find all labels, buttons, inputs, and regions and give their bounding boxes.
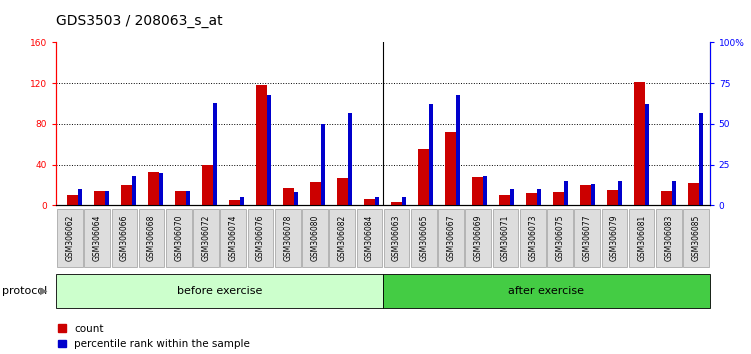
Bar — [213, 103, 217, 205]
Bar — [159, 173, 163, 205]
Bar — [402, 197, 406, 205]
Text: GSM306080: GSM306080 — [310, 215, 319, 261]
Bar — [105, 191, 109, 205]
Bar — [132, 176, 136, 205]
Text: after exercise: after exercise — [508, 286, 584, 296]
Bar — [294, 192, 298, 205]
Bar — [537, 189, 541, 205]
Bar — [391, 202, 402, 205]
Text: GSM306070: GSM306070 — [174, 215, 183, 261]
Text: GSM306076: GSM306076 — [256, 215, 265, 261]
Bar — [148, 172, 159, 205]
Bar — [645, 104, 649, 205]
Text: GSM306073: GSM306073 — [528, 215, 537, 261]
Bar — [445, 132, 456, 205]
Text: GSM306075: GSM306075 — [556, 215, 565, 261]
Text: GSM306078: GSM306078 — [283, 215, 292, 261]
Text: GSM306074: GSM306074 — [229, 215, 238, 261]
Text: GSM306066: GSM306066 — [120, 215, 129, 261]
Text: GSM306071: GSM306071 — [501, 215, 510, 261]
Text: GSM306077: GSM306077 — [583, 215, 592, 261]
Text: GSM306067: GSM306067 — [447, 215, 456, 261]
Text: before exercise: before exercise — [177, 286, 262, 296]
Bar — [78, 189, 82, 205]
Bar — [364, 199, 375, 205]
Text: GSM306079: GSM306079 — [610, 215, 619, 261]
Bar — [375, 197, 379, 205]
Bar — [580, 185, 591, 205]
Text: GDS3503 / 208063_s_at: GDS3503 / 208063_s_at — [56, 14, 223, 28]
Text: ▶: ▶ — [40, 286, 47, 296]
Bar — [256, 85, 267, 205]
Text: GSM306068: GSM306068 — [147, 215, 156, 261]
Legend: count, percentile rank within the sample: count, percentile rank within the sample — [58, 324, 250, 349]
Bar — [553, 192, 564, 205]
Bar — [510, 189, 514, 205]
Bar — [472, 177, 483, 205]
Text: GSM306081: GSM306081 — [637, 215, 646, 261]
Bar — [418, 149, 429, 205]
Bar — [321, 124, 325, 205]
Bar — [337, 178, 348, 205]
Bar — [240, 197, 244, 205]
Text: GSM306064: GSM306064 — [92, 215, 101, 261]
Bar — [456, 95, 460, 205]
Bar — [267, 95, 271, 205]
Bar — [672, 181, 676, 205]
Text: GSM306084: GSM306084 — [365, 215, 374, 261]
Bar — [483, 176, 487, 205]
Bar — [591, 184, 595, 205]
Bar — [618, 181, 622, 205]
Bar — [526, 193, 537, 205]
Bar — [94, 191, 105, 205]
Text: GSM306085: GSM306085 — [692, 215, 701, 261]
Text: GSM306063: GSM306063 — [392, 215, 401, 261]
Text: GSM306069: GSM306069 — [474, 215, 483, 261]
Bar — [429, 104, 433, 205]
Bar — [186, 191, 190, 205]
Bar — [499, 195, 510, 205]
Bar — [564, 181, 568, 205]
Bar — [310, 182, 321, 205]
Text: GSM306082: GSM306082 — [338, 215, 347, 261]
Bar — [67, 195, 78, 205]
Bar — [607, 190, 618, 205]
Text: GSM306065: GSM306065 — [419, 215, 428, 261]
Bar — [661, 191, 672, 205]
Text: GSM306072: GSM306072 — [201, 215, 210, 261]
Bar — [699, 113, 703, 205]
Text: GSM306062: GSM306062 — [65, 215, 74, 261]
Text: GSM306083: GSM306083 — [665, 215, 674, 261]
Bar — [348, 113, 352, 205]
Bar — [121, 185, 132, 205]
Bar — [175, 191, 186, 205]
Bar — [202, 165, 213, 205]
Bar — [229, 200, 240, 205]
Bar — [634, 82, 645, 205]
Bar — [688, 183, 699, 205]
Bar — [283, 188, 294, 205]
Text: protocol: protocol — [2, 286, 47, 296]
